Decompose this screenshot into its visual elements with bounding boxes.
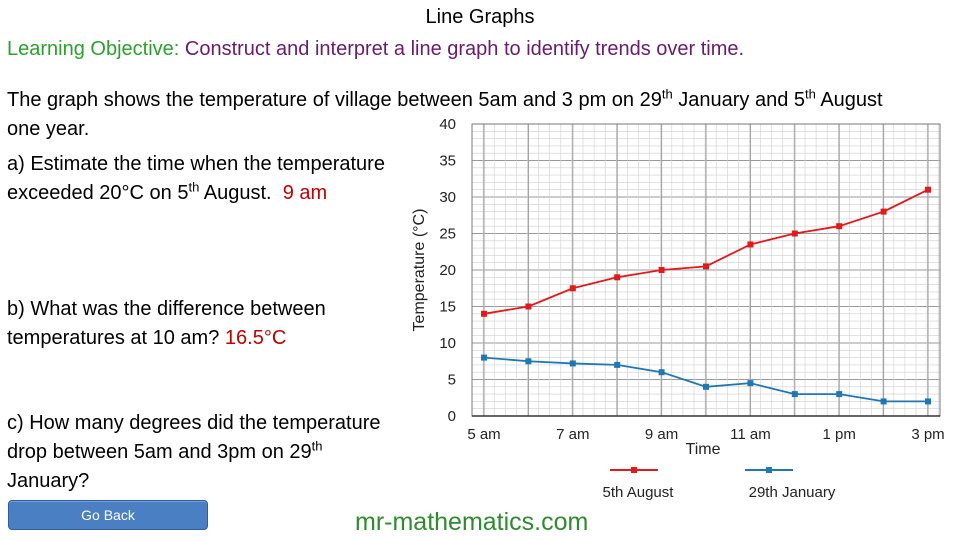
data-point: [925, 398, 931, 405]
question-a: a) Estimate the time when the temperatur…: [7, 150, 387, 208]
data-point: [747, 241, 754, 248]
learning-objective: Learning Objective: Construct and interp…: [7, 38, 744, 61]
data-point: [658, 369, 665, 376]
question-c: c) How many degrees did the temperature …: [7, 409, 402, 496]
data-point: [525, 303, 532, 310]
data-point: [747, 380, 754, 387]
chart-legend: 5th August 29th January: [603, 467, 836, 501]
temperature-line-chart: 0 5 10 15 20 25 30 35 40 5 am 7 am 9 am 11 am 1 pm 3 …: [411, 116, 945, 501]
y-tick-label: 20: [439, 262, 456, 279]
question-a-answer: 9 am: [282, 182, 328, 204]
x-tick-label: 11 am: [730, 426, 771, 443]
chart-grid: [471, 123, 940, 417]
x-tick-label: 5 am: [467, 426, 500, 443]
objective-label: Learning Objective:: [7, 38, 180, 60]
data-point: [836, 223, 843, 230]
data-point: [658, 267, 665, 273]
data-point: [791, 230, 798, 237]
question-a-part2: August.: [199, 182, 272, 204]
go-back-button[interactable]: Go Back: [8, 500, 208, 530]
legend-swatch-marker: [631, 467, 637, 473]
x-tick-label: 7 am: [556, 426, 589, 443]
question-c-part2: January?: [7, 470, 90, 492]
chart-series: [481, 186, 931, 405]
legend-label: 29th January: [749, 484, 836, 501]
data-point: [481, 310, 487, 317]
y-tick-label: 25: [439, 226, 456, 243]
data-point: [880, 208, 887, 215]
data-point: [525, 358, 532, 365]
legend-swatch-marker: [766, 467, 772, 473]
question-a-part1: a) Estimate the time when the temperatur…: [7, 153, 385, 204]
question-b: b) What was the difference between tempe…: [7, 295, 402, 353]
objective-text: Construct and interpret a line graph to …: [184, 38, 745, 60]
data-point: [614, 274, 621, 281]
intro-part1: The graph shows the temperature of villa…: [7, 89, 662, 111]
data-point: [569, 285, 576, 292]
y-tick-label: 30: [439, 189, 456, 206]
data-point: [925, 186, 931, 193]
page-title: Line Graphs: [425, 6, 535, 28]
data-point: [481, 354, 487, 361]
data-point: [880, 398, 887, 405]
data-point: [703, 383, 709, 390]
footer-site-name: mr-mathematics.com: [355, 508, 589, 536]
intro-sup2: th: [805, 86, 816, 102]
y-axis-label: Temperature (°C): [411, 209, 428, 332]
question-b-answer: 16.5°C: [224, 327, 287, 349]
y-tick-label: 35: [439, 153, 456, 170]
data-point: [703, 263, 709, 270]
y-axis-ticks: 0 5 10 15 20 25 30 35 40: [439, 116, 456, 425]
intro-part3: August one year.: [7, 89, 883, 140]
question-c-part1: c) How many degrees did the temperature …: [7, 412, 381, 463]
y-tick-label: 10: [439, 335, 456, 352]
data-point: [791, 391, 798, 398]
x-axis-label: Time: [686, 441, 721, 458]
question-b-text: b) What was the difference between tempe…: [7, 298, 326, 349]
y-tick-label: 40: [439, 116, 456, 133]
intro-sup1: th: [661, 86, 673, 102]
intro-part2: January and 5: [672, 89, 806, 111]
chart-axes: [471, 123, 941, 417]
intro-text: The graph shows the temperature of villa…: [7, 86, 912, 144]
x-tick-label: 3 pm: [911, 426, 944, 443]
legend-label: 5th August: [603, 484, 675, 501]
question-c-sup: th: [311, 438, 323, 454]
data-point: [836, 391, 843, 398]
x-tick-label: 1 pm: [823, 426, 856, 443]
y-tick-label: 15: [439, 299, 456, 316]
y-tick-label: 5: [448, 372, 456, 389]
data-point: [614, 361, 621, 368]
x-tick-label: 9 am: [645, 426, 678, 443]
x-axis-ticks: 5 am 7 am 9 am 11 am 1 pm 3 pm: [467, 426, 944, 443]
y-tick-label: 0: [448, 408, 456, 425]
data-point: [569, 360, 576, 367]
question-a-sup: th: [188, 179, 200, 195]
